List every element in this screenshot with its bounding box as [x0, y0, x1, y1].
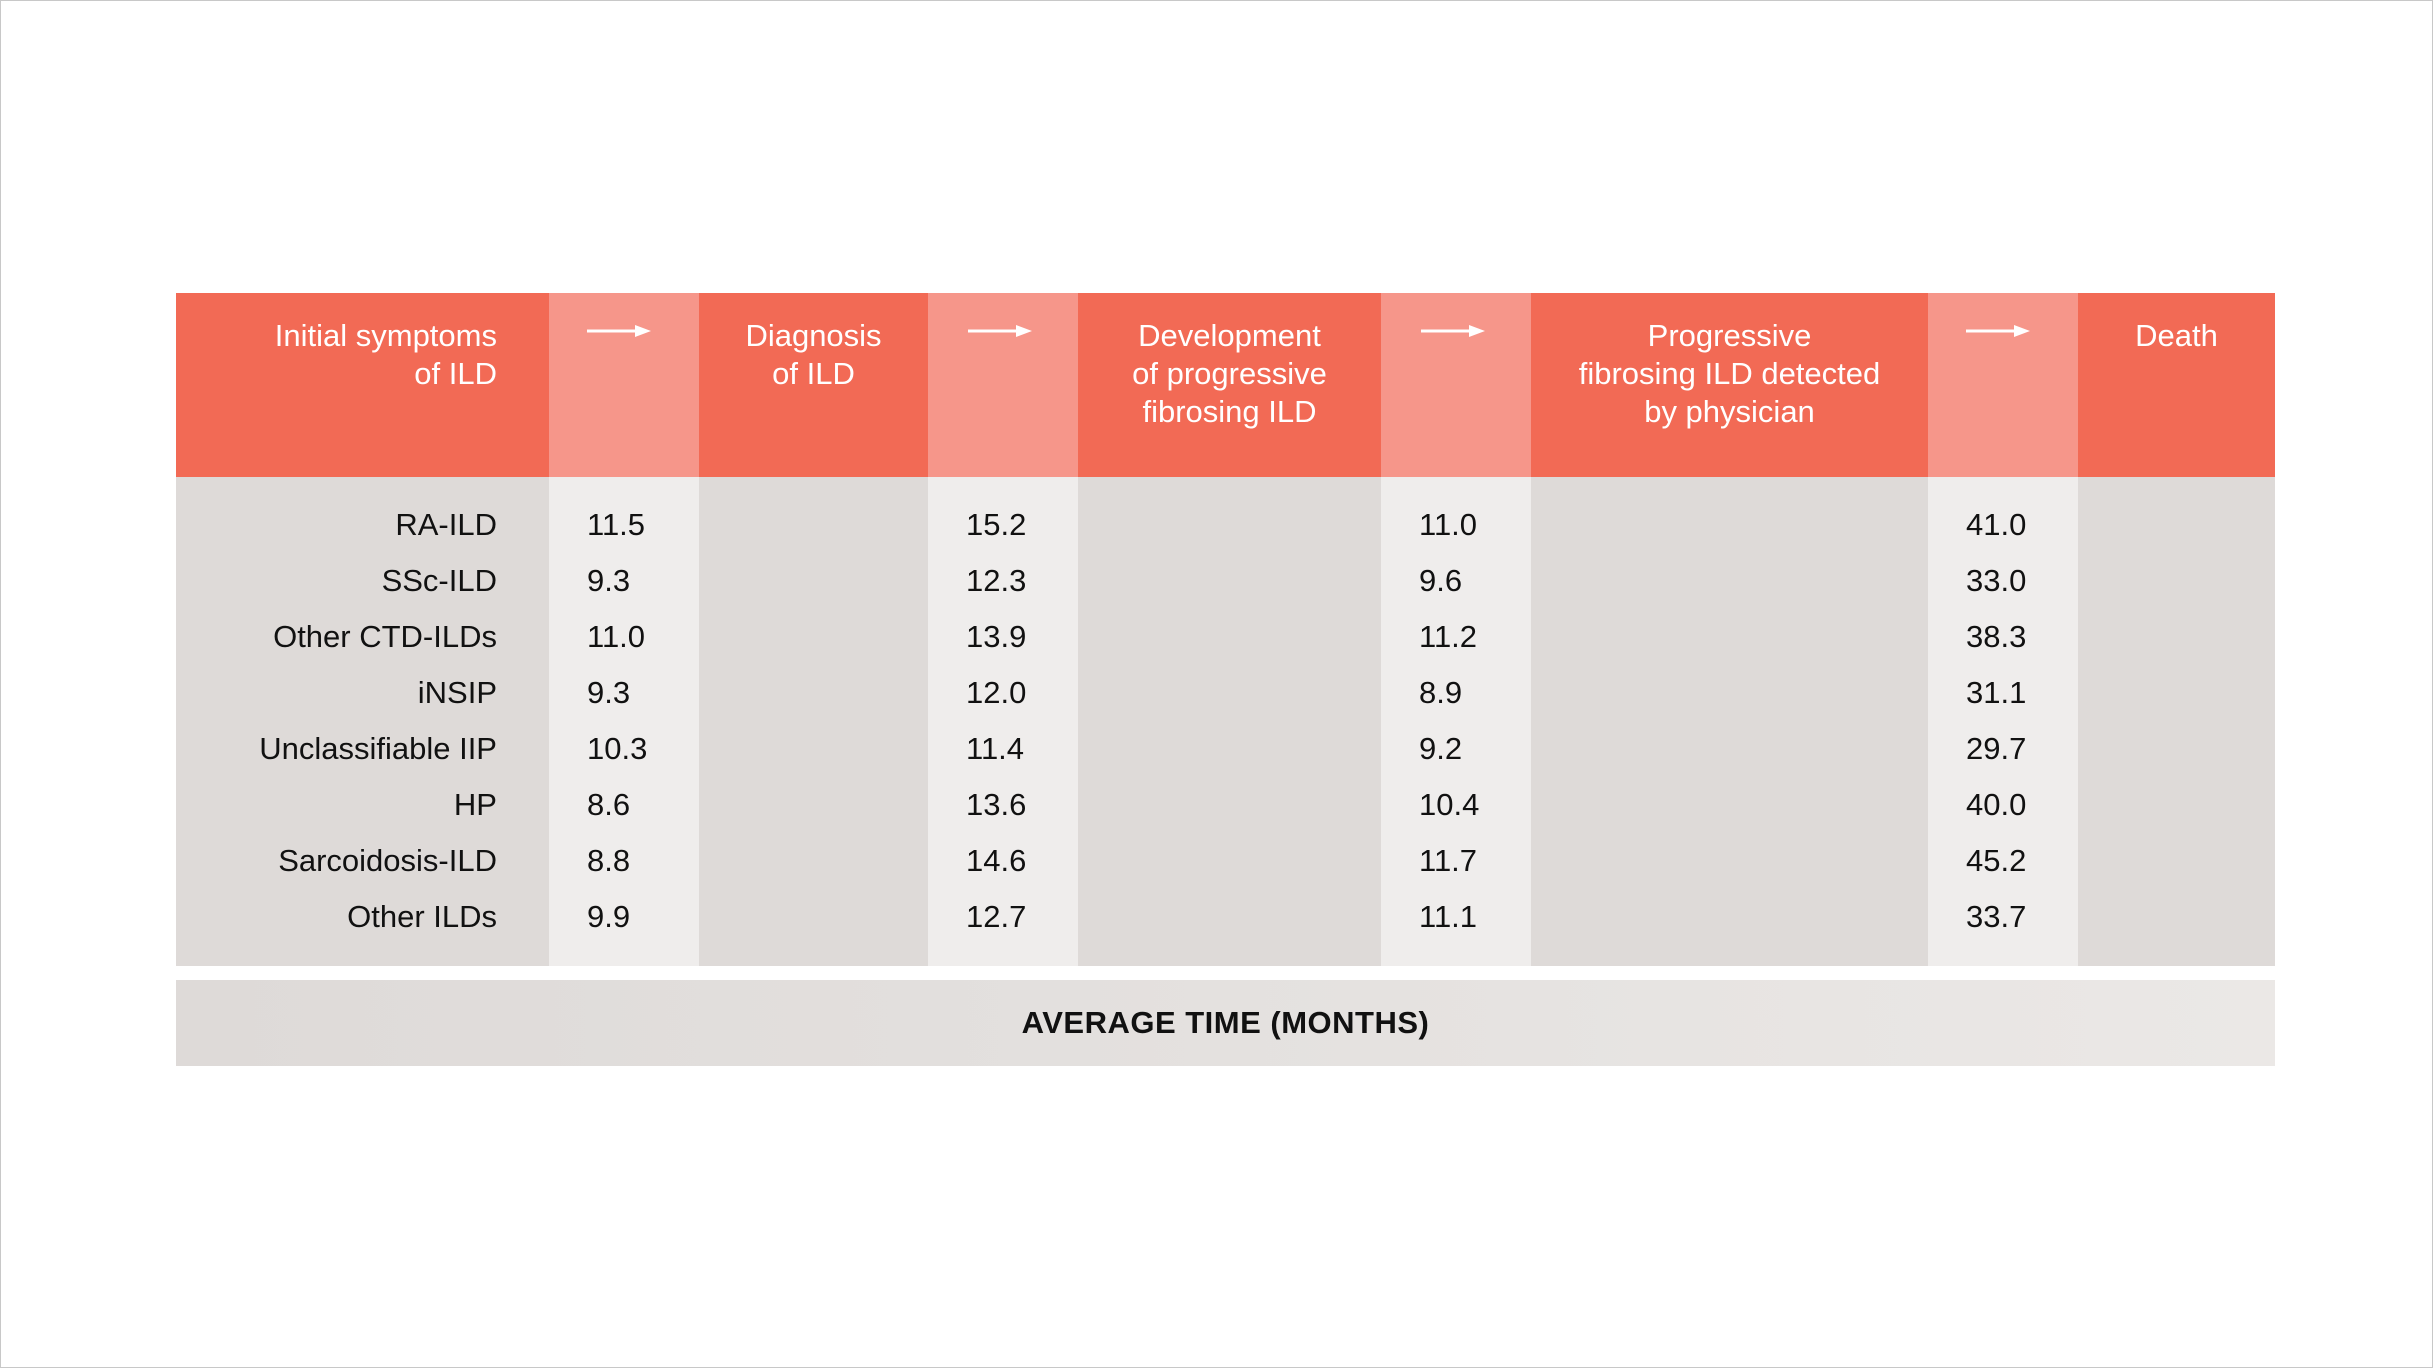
header-line: Development [1138, 318, 1321, 353]
arrow-column-1: 11.5 9.3 11.0 9.3 10.3 8.6 8.8 9.9 [549, 293, 699, 966]
row-label-hp: HP [453, 787, 497, 822]
header-line: of progressive [1132, 356, 1327, 391]
row-label-insip: iNSIP [417, 675, 497, 710]
arrow-right-icon [1421, 325, 1485, 337]
value-cell: 9.2 [1419, 731, 1463, 766]
value-cell: 11.0 [587, 619, 646, 654]
axis-footer-label: AVERAGE TIME (MONTHS) [176, 980, 2275, 1066]
value-cell: 15.2 [966, 507, 1027, 542]
header-line: Progressive [1647, 318, 1812, 353]
value-cell: 11.2 [1419, 619, 1478, 654]
value-cell: 10.3 [587, 731, 648, 766]
row-label-other-ctd-ilds: Other CTD-ILDs [273, 619, 497, 654]
header-line: by physician [1644, 394, 1815, 429]
value-cell: 10.4 [1419, 787, 1480, 822]
header-line: fibrosing ILD [1142, 394, 1317, 429]
value-cell: 12.7 [966, 899, 1027, 934]
header-death: Death [2078, 293, 2275, 477]
row-label-other-ilds: Other ILDs [347, 899, 497, 934]
column-development: Development of progressive fibrosing ILD [1078, 293, 1381, 966]
arrow-header-3 [1381, 293, 1531, 477]
header-line: fibrosing ILD detected [1578, 356, 1881, 391]
value-cell: 13.9 [966, 619, 1027, 654]
value-cell: 38.3 [1966, 619, 2027, 654]
stage-body [699, 477, 928, 966]
value-cell: 13.6 [966, 787, 1027, 822]
value-cell: 14.6 [966, 843, 1027, 878]
header-development: Development of progressive fibrosing ILD [1078, 293, 1381, 477]
values-development-to-detection: 11.0 9.6 11.2 8.9 9.2 10.4 11.7 11.1 [1381, 477, 1531, 966]
value-cell: 11.4 [966, 731, 1025, 766]
header-detected: Progressive fibrosing ILD detected by ph… [1531, 293, 1928, 477]
value-cell: 11.0 [1419, 507, 1478, 542]
value-cell: 29.7 [1966, 731, 2027, 766]
stage-body [2078, 477, 2275, 966]
column-diagnosis: Diagnosis of ILD [699, 293, 928, 966]
value-cell: 8.9 [1419, 675, 1463, 710]
stage-body [1078, 477, 1381, 966]
header-line: Initial symptoms [274, 318, 497, 353]
row-label-ssc-ild: SSc-ILD [381, 563, 497, 598]
header-initial-symptoms: Initial symptoms of ILD [176, 293, 549, 477]
value-cell: 9.9 [587, 899, 631, 934]
value-cell: 45.2 [1966, 843, 2027, 878]
header-line: of ILD [414, 356, 497, 391]
header-line: Diagnosis [745, 318, 882, 353]
header-line: Death [2135, 318, 2218, 353]
row-labels: RA-ILD SSc-ILD Other CTD-ILDs iNSIP Unclassi… [176, 477, 549, 966]
row-label-unclassifiable-iip: Unclassifiable IIP [259, 731, 497, 766]
column-detected: Progressive fibrosing ILD detected by ph… [1531, 293, 1928, 966]
arrow-header-1 [549, 293, 699, 477]
values-detection-to-death: 41.0 33.0 38.3 31.1 29.7 40.0 45.2 33.7 [1928, 477, 2078, 966]
column-death: Death [2078, 293, 2275, 966]
values-symptoms-to-diagnosis: 11.5 9.3 11.0 9.3 10.3 8.6 8.8 9.9 [549, 477, 699, 966]
value-cell: 8.6 [587, 787, 631, 822]
value-cell: 31.1 [1966, 675, 2027, 710]
row-label-ra-ild: RA-ILD [395, 507, 497, 542]
arrow-right-icon [968, 325, 1032, 337]
arrow-right-icon [1966, 325, 2030, 337]
header-diagnosis: Diagnosis of ILD [699, 293, 928, 477]
value-cell: 9.3 [587, 675, 631, 710]
value-cell: 11.5 [587, 507, 646, 542]
value-cell: 11.7 [1419, 843, 1478, 878]
value-cell: 40.0 [1966, 787, 2027, 822]
arrow-header-4 [1928, 293, 2078, 477]
stage-body [1531, 477, 1928, 966]
value-cell: 11.1 [1419, 899, 1478, 934]
progression-table: Initial symptoms of ILD RA-ILD SSc-ILD Oth… [176, 293, 2275, 966]
arrow-column-2: 15.2 12.3 13.9 12.0 11.4 13.6 14.6 12.7 [928, 293, 1078, 966]
value-cell: 9.3 [587, 563, 631, 598]
arrow-column-3: 11.0 9.6 11.2 8.9 9.2 10.4 11.7 11.1 [1381, 293, 1531, 966]
column-initial-symptoms: Initial symptoms of ILD RA-ILD SSc-ILD Oth… [176, 293, 549, 966]
row-label-sarcoidosis-ild: Sarcoidosis-ILD [278, 843, 497, 878]
arrow-header-2 [928, 293, 1078, 477]
arrow-right-icon [587, 325, 651, 337]
value-cell: 12.3 [966, 563, 1027, 598]
value-cell: 33.0 [1966, 563, 2027, 598]
value-cell: 33.7 [1966, 899, 2027, 934]
header-line: of ILD [772, 356, 855, 391]
arrow-column-4: 41.0 33.0 38.3 31.1 29.7 40.0 45.2 33.7 [1928, 293, 2078, 966]
value-cell: 8.8 [587, 843, 631, 878]
value-cell: 12.0 [966, 675, 1027, 710]
value-cell: 9.6 [1419, 563, 1463, 598]
value-cell: 41.0 [1966, 507, 2027, 542]
values-diagnosis-to-development: 15.2 12.3 13.9 12.0 11.4 13.6 14.6 12.7 [928, 477, 1078, 966]
